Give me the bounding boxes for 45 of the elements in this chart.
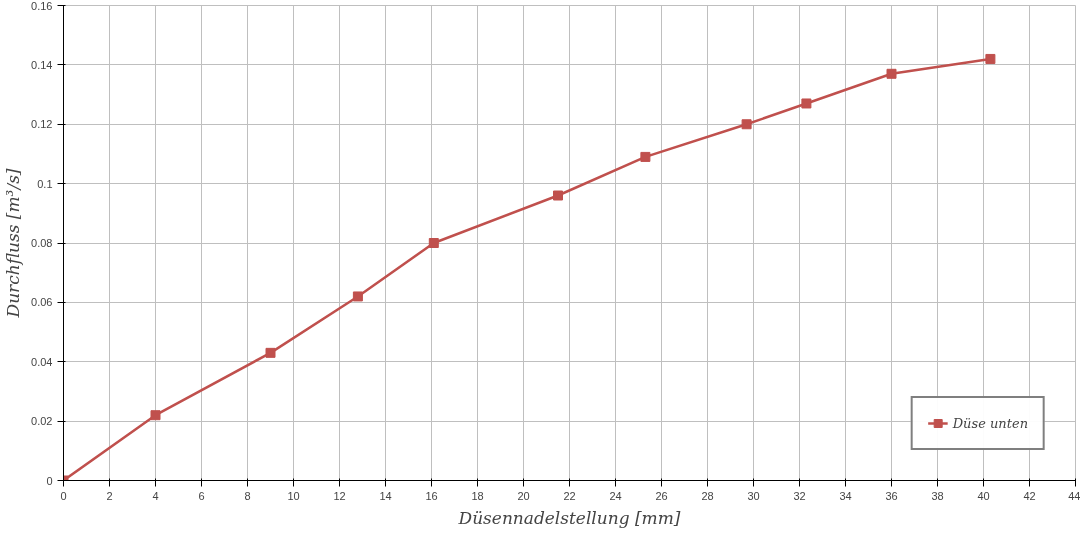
x-tick-label: 24	[609, 489, 622, 502]
x-tick-label: 30	[747, 489, 760, 502]
x-tick-label: 0	[60, 489, 67, 502]
y-tick-label: 0.08	[31, 237, 53, 249]
y-axis-title: Durchfluss [m³/s]	[3, 168, 24, 319]
x-tick-label: 32	[793, 489, 806, 502]
point	[428, 238, 439, 248]
x-tick-label: 12	[333, 489, 346, 502]
point	[265, 347, 276, 358]
x-tick-label: 34	[839, 489, 852, 502]
x-tick-label: 2	[106, 489, 113, 502]
x-tick-label: 18	[471, 489, 484, 502]
x-tick-label: 42	[1023, 489, 1036, 502]
x-tick-label: 36	[885, 489, 898, 502]
point	[886, 68, 897, 79]
y-tick-label: 0.02	[31, 415, 53, 428]
x-tick-label: 26	[655, 489, 668, 502]
point	[801, 98, 812, 109]
x-tick-label: 40	[977, 489, 990, 502]
x-tick-label: 38	[931, 489, 944, 502]
x-tick-label: 6	[198, 489, 205, 502]
y-tick-label: 0.06	[31, 296, 53, 309]
point	[741, 119, 752, 130]
x-tick-label: 44	[1068, 489, 1081, 502]
point	[150, 410, 161, 421]
point	[640, 151, 651, 162]
x-tick-label: 20	[517, 489, 530, 502]
y-tick-label: 0.14	[31, 58, 53, 71]
legend-label: Düse unten	[952, 415, 1028, 431]
x-tick-label: 10	[287, 489, 300, 502]
y-tick-label: 0	[46, 474, 53, 487]
x-tick-label: 28	[701, 489, 714, 502]
y-tick-label: 0.12	[31, 118, 53, 131]
x-tick-label: 22	[563, 489, 576, 502]
x-tick-label: 8	[244, 489, 251, 502]
x-tick-label: 16	[425, 489, 438, 502]
y-tick-label: 0.16	[31, 0, 53, 12]
point	[553, 190, 563, 201]
y-tick-label: 0.1	[37, 177, 53, 190]
y-tick-label: 0.04	[31, 355, 53, 368]
x-axis-title: Düsennadelstellung [mm]	[457, 507, 681, 528]
point	[352, 291, 363, 302]
x-tick-label: 14	[379, 489, 392, 502]
x-tick-label: 4	[152, 489, 159, 502]
point	[985, 53, 996, 64]
